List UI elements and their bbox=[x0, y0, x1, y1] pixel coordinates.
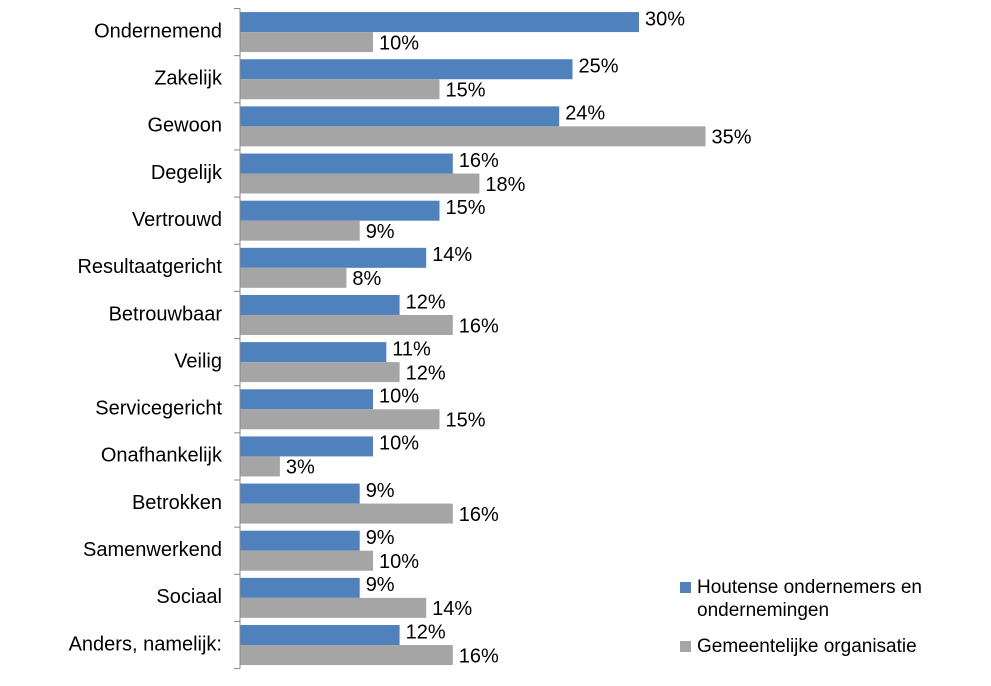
bar bbox=[240, 12, 639, 33]
value-label: 15% bbox=[446, 197, 486, 219]
bar bbox=[240, 200, 440, 221]
bar bbox=[240, 59, 573, 80]
value-label: 16% bbox=[459, 150, 499, 172]
bar bbox=[240, 362, 400, 383]
legend-swatch bbox=[680, 582, 691, 593]
bar bbox=[240, 79, 440, 100]
value-label: 25% bbox=[579, 56, 619, 78]
legend-item: Houtense ondernemers en ondernemingen bbox=[680, 576, 980, 622]
bar bbox=[240, 153, 453, 174]
bar bbox=[240, 409, 440, 430]
bar bbox=[240, 550, 373, 571]
bar bbox=[240, 294, 400, 315]
category-label: Betrouwbaar bbox=[109, 303, 223, 325]
legend-swatch bbox=[680, 641, 691, 652]
bar bbox=[240, 389, 373, 410]
category-label: Anders, namelijk: bbox=[69, 633, 222, 655]
category-label: Gewoon bbox=[148, 115, 223, 137]
bar bbox=[240, 342, 387, 363]
bar bbox=[240, 645, 453, 666]
category-label: Zakelijk bbox=[154, 68, 223, 90]
value-label: 9% bbox=[366, 527, 395, 549]
bar bbox=[240, 483, 360, 504]
bar bbox=[240, 106, 560, 127]
legend-label: Houtense ondernemers en ondernemingen bbox=[697, 577, 922, 621]
category-label: Vertrouwd bbox=[132, 209, 222, 231]
bar bbox=[240, 597, 427, 618]
category-label: Resultaatgericht bbox=[77, 256, 222, 278]
value-label: 14% bbox=[432, 598, 472, 620]
category-label: Onafhankelijk bbox=[101, 445, 223, 467]
value-label: 14% bbox=[432, 244, 472, 266]
bar bbox=[240, 577, 360, 598]
category-label: Samenwerkend bbox=[83, 539, 222, 561]
bar bbox=[240, 126, 706, 147]
category-label: Betrokken bbox=[132, 492, 222, 514]
value-label: 10% bbox=[379, 32, 419, 54]
value-label: 16% bbox=[459, 315, 499, 337]
category-label: Ondernemend bbox=[94, 20, 222, 42]
bar bbox=[240, 267, 347, 288]
value-label: 9% bbox=[366, 221, 395, 243]
value-label: 9% bbox=[366, 480, 395, 502]
value-label: 16% bbox=[459, 645, 499, 667]
category-label: Servicegericht bbox=[95, 398, 222, 420]
value-label: 24% bbox=[565, 103, 605, 125]
value-label: 18% bbox=[485, 174, 525, 196]
bar bbox=[240, 173, 480, 194]
bar bbox=[240, 436, 373, 457]
bar bbox=[240, 247, 427, 268]
value-label: 12% bbox=[406, 362, 446, 384]
bar bbox=[240, 220, 360, 241]
bar bbox=[240, 625, 400, 646]
bar bbox=[240, 314, 453, 335]
value-label: 16% bbox=[459, 504, 499, 526]
value-label: 15% bbox=[446, 80, 486, 102]
category-label: Degelijk bbox=[151, 162, 223, 184]
value-label: 12% bbox=[406, 621, 446, 643]
value-label: 30% bbox=[645, 8, 685, 30]
legend-item: Gemeentelijke organisatie bbox=[680, 635, 980, 658]
value-label: 10% bbox=[379, 551, 419, 573]
value-label: 15% bbox=[446, 410, 486, 432]
bar bbox=[240, 530, 360, 551]
category-label: Sociaal bbox=[156, 586, 222, 608]
value-label: 8% bbox=[352, 268, 381, 290]
bar bbox=[240, 503, 453, 524]
legend-label: Gemeentelijke organisatie bbox=[697, 636, 917, 657]
value-label: 12% bbox=[406, 291, 446, 313]
bar bbox=[240, 32, 373, 53]
value-label: 3% bbox=[286, 457, 315, 479]
value-label: 35% bbox=[712, 127, 752, 149]
value-label: 11% bbox=[392, 338, 431, 360]
value-label: 9% bbox=[366, 574, 395, 596]
bar bbox=[240, 456, 280, 477]
category-label: Veilig bbox=[174, 350, 222, 372]
value-label: 10% bbox=[379, 386, 419, 408]
value-label: 10% bbox=[379, 433, 419, 455]
